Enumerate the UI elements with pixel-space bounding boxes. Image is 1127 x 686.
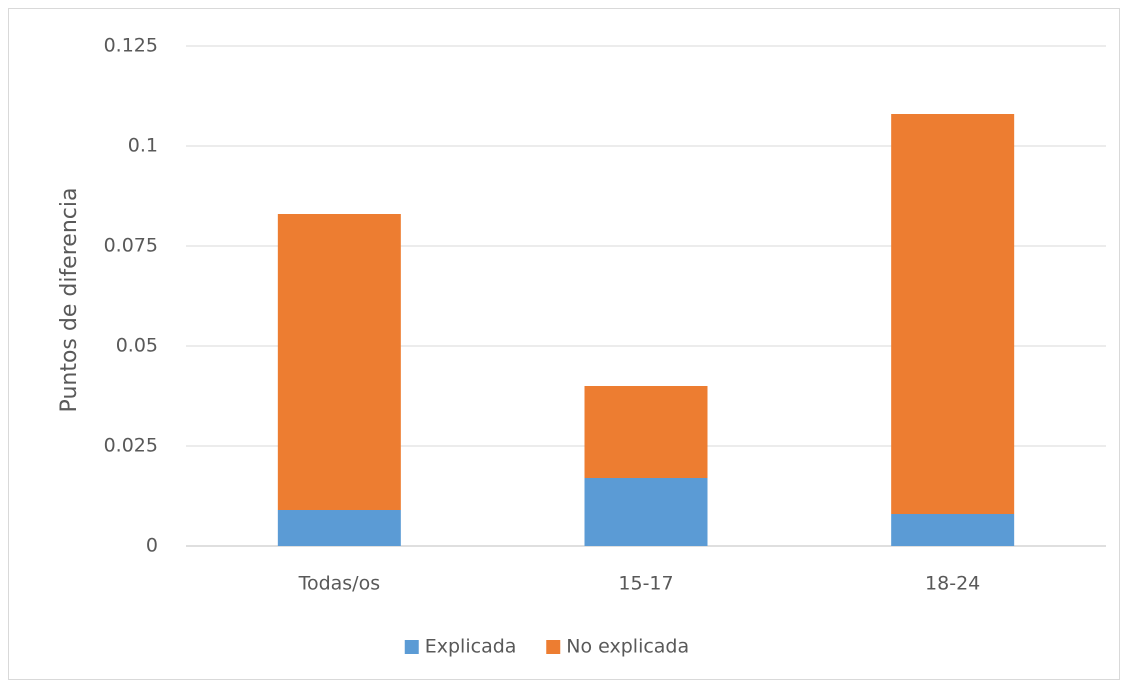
x-tick-label: 18-24 xyxy=(925,573,980,595)
y-tick-label: 0.125 xyxy=(104,35,158,57)
legend-swatch xyxy=(404,640,419,654)
y-tick-label: 0 xyxy=(146,535,158,557)
y-tick-label: 0.075 xyxy=(104,235,158,257)
bar-segment xyxy=(584,478,708,546)
bar-segment xyxy=(891,114,1015,514)
x-tick-label: Todas/os xyxy=(298,573,381,595)
bar-segment xyxy=(891,514,1015,546)
legend-swatch xyxy=(546,640,561,654)
legend-label: Explicada xyxy=(425,636,517,658)
bar-segment xyxy=(277,510,401,546)
y-axis-title: Puntos de diferencia xyxy=(57,188,82,413)
y-tick-label: 0.025 xyxy=(104,435,158,457)
legend-label: No explicada xyxy=(566,636,689,658)
x-tick-label: 15-17 xyxy=(618,573,673,595)
y-tick-label: 0.05 xyxy=(116,335,158,357)
bar-segment xyxy=(277,214,401,510)
bar-segment xyxy=(584,386,708,478)
y-tick-label: 0.1 xyxy=(128,135,158,157)
